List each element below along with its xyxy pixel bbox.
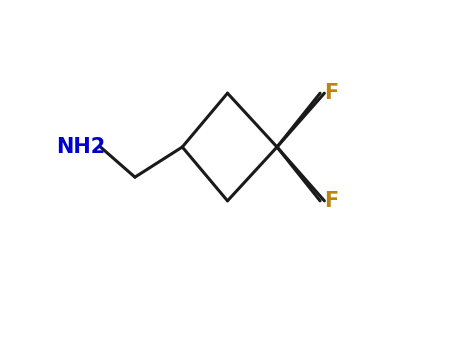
Text: NH2: NH2 <box>56 137 106 157</box>
Text: F: F <box>324 191 339 211</box>
Text: F: F <box>324 83 339 103</box>
